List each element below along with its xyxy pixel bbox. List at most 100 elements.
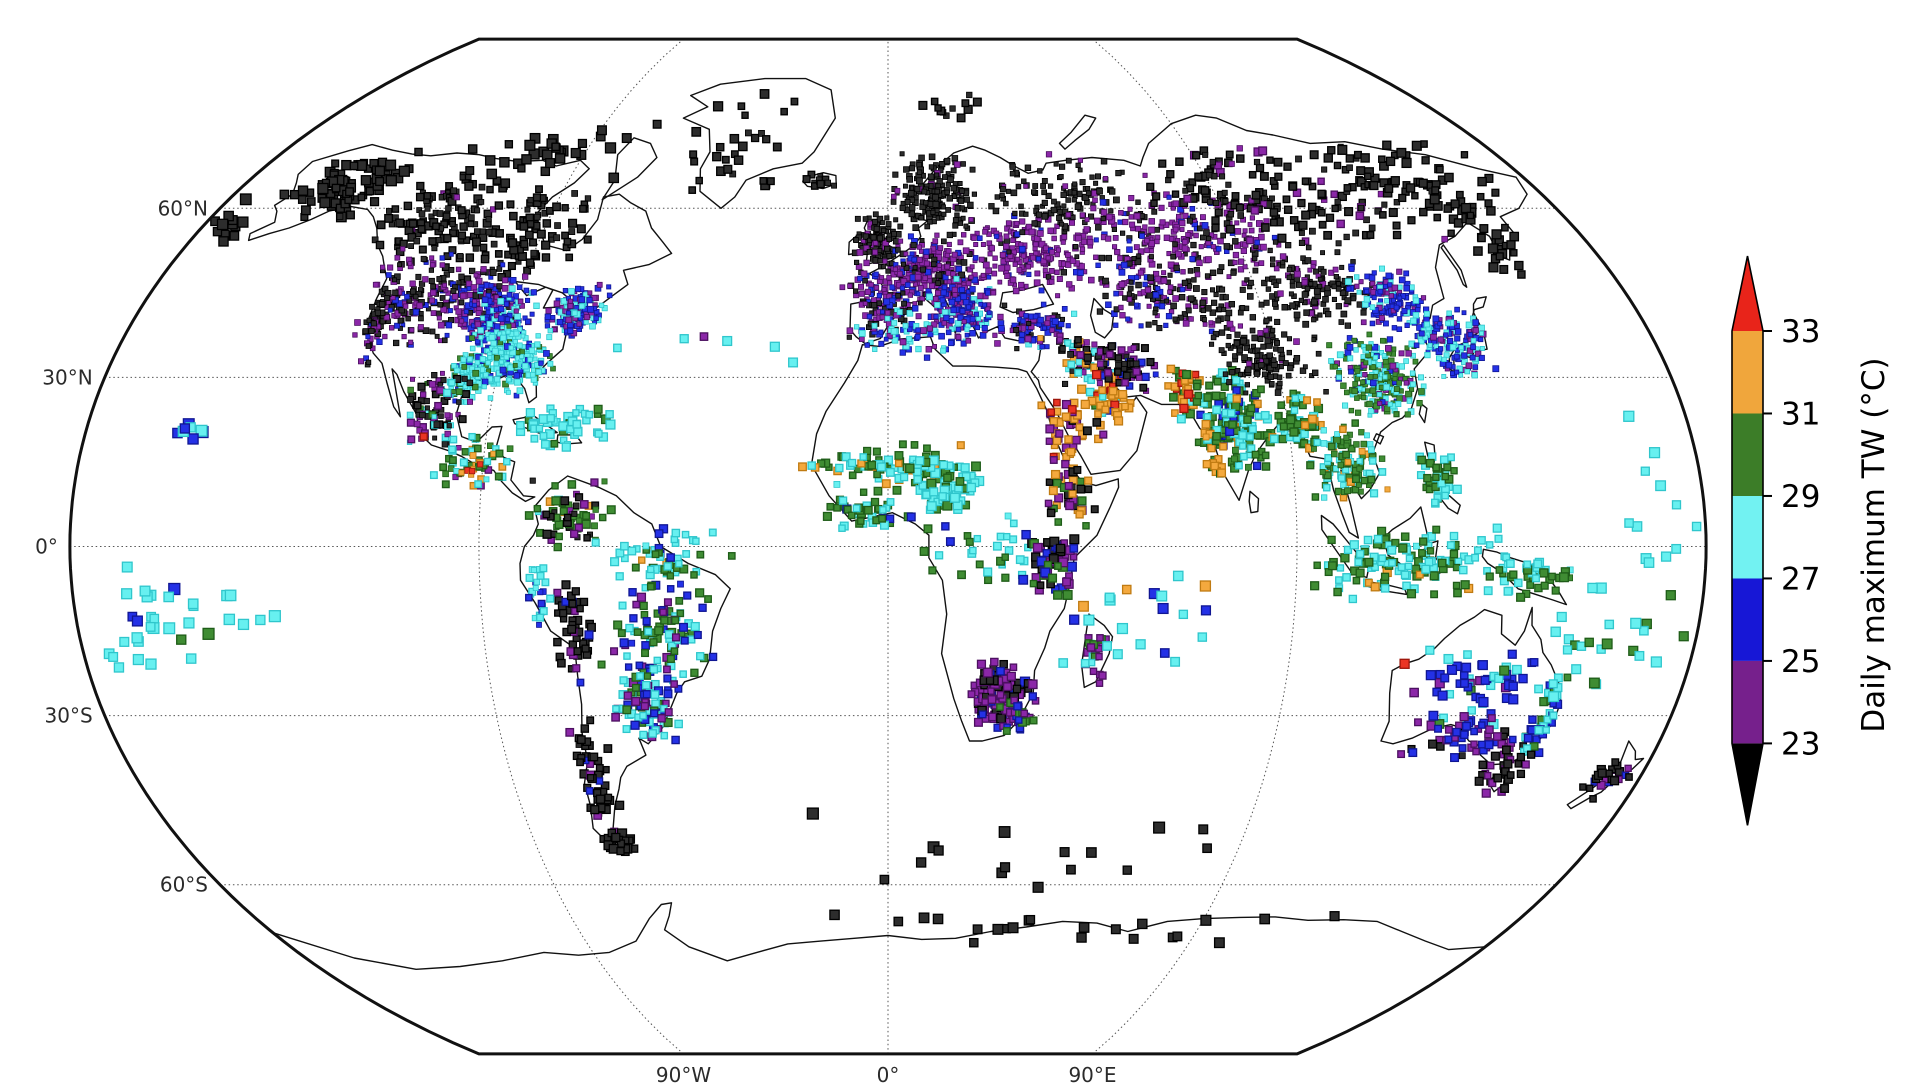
station-cluster-us-northeast bbox=[544, 281, 613, 339]
coastline-eurasia bbox=[849, 114, 1528, 539]
coastline-sakhalin bbox=[1440, 244, 1468, 288]
station-cluster-madagascar bbox=[1080, 634, 1110, 687]
colorbar: 23 25 27 29 31 33 Daily maximum TW (°C) bbox=[1731, 255, 1892, 826]
station-cluster-us-southeast bbox=[455, 318, 556, 401]
colorbar-tick-label: 27 bbox=[1781, 561, 1820, 597]
colorbar-tick-label: 23 bbox=[1781, 726, 1820, 762]
colorbar-over-arrow bbox=[1732, 256, 1763, 331]
station-cluster-caribbean bbox=[515, 404, 616, 452]
station-cluster-atlantic-islands bbox=[613, 332, 799, 368]
station-cluster-tierra-del-fuego bbox=[603, 828, 639, 857]
coastline-antarctica bbox=[272, 902, 1487, 970]
station-cluster-central-siberia bbox=[1146, 143, 1448, 250]
colorbar-band bbox=[1732, 496, 1763, 579]
coastline-novaya-zemlya bbox=[1058, 114, 1097, 150]
lat-label: 30°S bbox=[45, 704, 93, 728]
station-cluster-korea-japan bbox=[1410, 306, 1500, 379]
station-markers bbox=[103, 89, 1702, 949]
colorbar-band bbox=[1732, 578, 1763, 661]
station-cluster-sa-coast bbox=[996, 690, 1040, 735]
station-cluster-east-canada bbox=[443, 183, 592, 286]
station-cluster-australia-interior bbox=[1409, 645, 1543, 731]
lon-label: 90°E bbox=[1068, 1063, 1116, 1087]
station-cluster-indonesia bbox=[1310, 523, 1509, 604]
station-cluster-alaska bbox=[289, 147, 423, 223]
station-cluster-peru-coast bbox=[525, 564, 555, 628]
station-cluster-scandinavia bbox=[890, 151, 975, 237]
colorbar-band bbox=[1732, 331, 1763, 414]
station-cluster-east-china bbox=[1326, 331, 1427, 418]
station-cluster-west-africa-cyan bbox=[899, 455, 985, 514]
station-cluster-red-sea bbox=[1037, 398, 1081, 469]
station-cluster-andes bbox=[553, 580, 596, 687]
lat-label: 60°S bbox=[160, 873, 208, 897]
colorbar-tick-label: 25 bbox=[1781, 644, 1820, 680]
station-cluster-patagonia bbox=[565, 716, 629, 848]
station-cluster-amazon-coast bbox=[591, 524, 736, 598]
station-cluster-colombia-venezuela bbox=[524, 477, 616, 552]
station-cluster-east-europe bbox=[960, 210, 1095, 299]
station-cluster-middle-east bbox=[1037, 332, 1125, 387]
station-cluster-west-china bbox=[1164, 264, 1288, 354]
map-boundary bbox=[68, 37, 1708, 1056]
coastline-sri-lanka bbox=[1248, 490, 1260, 514]
station-cluster-australia-south-coast bbox=[1397, 712, 1536, 763]
colorbar-tick-label: 33 bbox=[1781, 314, 1820, 350]
station-cluster-antarctic-coast bbox=[829, 909, 1340, 949]
station-cluster-us-west-coast bbox=[357, 272, 403, 368]
station-cluster-hawaii bbox=[172, 418, 209, 445]
colorbar-band bbox=[1732, 413, 1763, 496]
station-cluster-bangladesh-myanmar bbox=[1268, 389, 1325, 453]
station-cluster-guinea-coast bbox=[822, 495, 916, 532]
station-cluster-southern-ocean bbox=[806, 807, 1212, 893]
station-cluster-greenland-coast bbox=[688, 89, 799, 194]
coastline-greenland bbox=[682, 77, 836, 209]
colorbar-under-arrow bbox=[1732, 743, 1763, 826]
coastline-taiwan bbox=[1418, 403, 1428, 424]
lon-label: 90°W bbox=[656, 1063, 711, 1087]
coastline-hainan bbox=[1373, 433, 1385, 445]
station-cluster-italy-balkans bbox=[926, 272, 1005, 347]
station-cluster-iran bbox=[1095, 342, 1159, 394]
station-cluster-bering bbox=[210, 189, 290, 247]
colorbar-title: Daily maximum TW (°C) bbox=[1856, 357, 1892, 732]
station-cluster-iceland bbox=[802, 170, 837, 190]
station-cluster-new-guinea bbox=[1483, 553, 1574, 602]
longitude-labels: 90°W 0° 90°E bbox=[656, 1063, 1117, 1087]
coastline-new-guinea bbox=[1481, 548, 1568, 606]
station-cluster-ne-siberia bbox=[1323, 140, 1500, 225]
station-cluster-west-pacific-islands bbox=[1548, 572, 1689, 703]
lat-label: 60°N bbox=[158, 196, 208, 220]
station-cluster-east-africa bbox=[1018, 529, 1080, 600]
station-cluster-east-pacific-islands bbox=[121, 561, 281, 664]
station-cluster-brazil-south bbox=[597, 660, 683, 745]
coastline-south-america bbox=[519, 475, 731, 852]
station-cluster-new-zealand bbox=[1579, 758, 1633, 803]
station-cluster-india-west-coast bbox=[1201, 419, 1228, 478]
lon-label: 0° bbox=[877, 1063, 900, 1087]
colorbar-tick-label: 29 bbox=[1781, 479, 1820, 515]
station-cluster-canada-arctic bbox=[467, 119, 662, 193]
station-cluster-se-asia bbox=[1306, 419, 1391, 502]
lat-label: 0° bbox=[35, 535, 58, 559]
colorbar-band bbox=[1732, 660, 1763, 744]
colorbar-tick-label: 31 bbox=[1781, 396, 1820, 432]
coastline-caspian-sea bbox=[1089, 297, 1115, 339]
station-cluster-central-america bbox=[429, 432, 514, 490]
latitude-labels: 60°N 30°N 0° 30°S 60°S bbox=[35, 196, 208, 896]
station-cluster-kamchatka bbox=[1429, 194, 1526, 279]
station-cluster-turkey-caucasus bbox=[994, 301, 1078, 352]
station-cluster-equatorial-pacific bbox=[1623, 410, 1702, 568]
station-cluster-mongolia bbox=[1252, 241, 1382, 329]
lat-label: 30°N bbox=[42, 365, 92, 389]
station-cluster-philippines bbox=[1415, 452, 1462, 508]
station-cluster-india bbox=[1192, 366, 1276, 473]
station-cluster-indian-ocean-islands bbox=[1058, 570, 1212, 668]
station-cluster-australia-se-tasmania bbox=[1474, 745, 1536, 798]
station-cluster-uk-ireland bbox=[851, 211, 902, 273]
station-singles bbox=[419, 369, 1410, 669]
station-cluster-far-pacific-islands bbox=[103, 585, 199, 673]
coastline-madagascar bbox=[1080, 613, 1114, 689]
